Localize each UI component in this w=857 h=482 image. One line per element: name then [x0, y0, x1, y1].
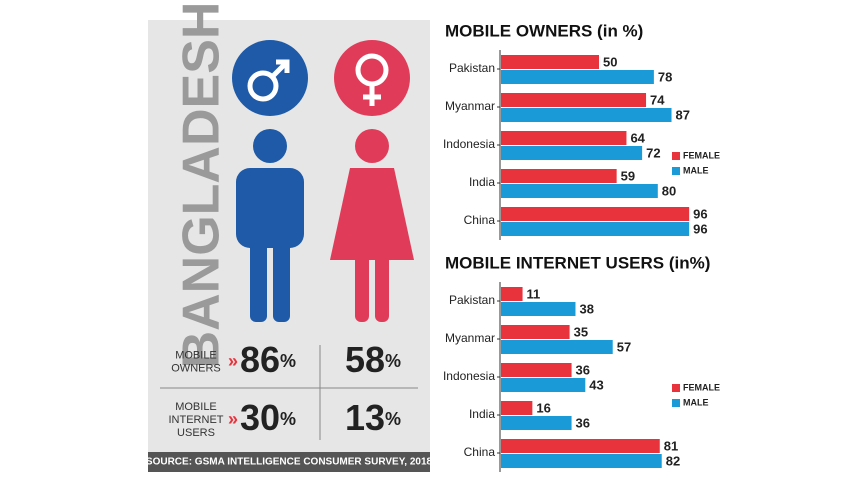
- value-label: 72: [646, 145, 660, 160]
- country: BANGLADESH: [173, 2, 231, 369]
- value-label: 80: [662, 183, 676, 198]
- stat-label: MOBILE INTERNET USERS: [169, 401, 224, 439]
- bar: [501, 378, 586, 392]
- stat-unit: %: [280, 409, 296, 429]
- female-icon: [334, 40, 410, 116]
- legend-label: MALE: [683, 397, 709, 407]
- stat-value: 58%: [345, 339, 401, 380]
- value-label: 96: [693, 206, 707, 221]
- category-label: Indonesia: [443, 369, 495, 383]
- value-label: 57: [617, 339, 631, 354]
- value-label: 36: [576, 415, 590, 430]
- value-label: 82: [666, 453, 680, 468]
- value-label: 16: [536, 400, 550, 415]
- bar: [501, 363, 572, 377]
- bar: [501, 184, 658, 198]
- value-label: 43: [589, 377, 603, 392]
- female-figure: [330, 129, 414, 322]
- stat-value: 30%: [240, 397, 296, 438]
- value-label: 78: [658, 69, 672, 84]
- stat-unit: %: [385, 351, 401, 371]
- value-label: 96: [693, 221, 707, 236]
- bar: [501, 55, 599, 69]
- chart-title: MOBILE INTERNET USERS (in%): [445, 253, 710, 272]
- category-label: Myanmar: [445, 331, 495, 345]
- bar: [501, 401, 533, 415]
- category-label: India: [469, 175, 495, 189]
- bar: [501, 287, 523, 301]
- legend-label: MALE: [683, 165, 709, 175]
- legend-swatch: [672, 167, 680, 175]
- legend-label: FEMALE: [683, 150, 720, 160]
- bar: [501, 454, 662, 468]
- category-label: Indonesia: [443, 137, 495, 151]
- category-label: Pakistan: [449, 293, 495, 307]
- source: SOURCE: GSMA INTELLIGENCE CONSUMER SURVE…: [146, 457, 433, 468]
- stat-number: 30: [240, 397, 280, 438]
- bar: [501, 70, 654, 84]
- bar: [501, 416, 572, 430]
- bar: [501, 108, 672, 122]
- category-label: India: [469, 407, 495, 421]
- bar: [501, 169, 617, 183]
- legend-label: FEMALE: [683, 382, 720, 392]
- male-symbol: [247, 59, 290, 102]
- value-label: 11: [527, 286, 541, 301]
- stat-unit: %: [385, 409, 401, 429]
- value-label: 35: [574, 324, 588, 339]
- bar: [501, 146, 643, 160]
- value-label: 81: [664, 438, 678, 453]
- bar: [501, 207, 690, 221]
- bar: [501, 340, 613, 354]
- value-label: 50: [603, 54, 617, 69]
- chart-title: MOBILE OWNERS (in %): [445, 21, 643, 40]
- bar: [501, 131, 627, 145]
- male-figure: [236, 129, 304, 322]
- stat-number: 86: [240, 339, 280, 380]
- value-label: 36: [576, 362, 590, 377]
- stat-value: 86%: [240, 339, 296, 380]
- value-label: 87: [676, 107, 690, 122]
- bar: [501, 325, 570, 339]
- bar: [501, 439, 660, 453]
- bar: [501, 302, 576, 316]
- value-label: 59: [621, 168, 635, 183]
- legend-swatch: [672, 384, 680, 392]
- category-label: Pakistan: [449, 61, 495, 75]
- legend-swatch: [672, 399, 680, 407]
- stat-number: 13: [345, 397, 385, 438]
- value-label: 64: [630, 130, 645, 145]
- stat-value: 13%: [345, 397, 401, 438]
- category-label: China: [464, 213, 496, 227]
- category-label: China: [464, 445, 496, 459]
- stat-number: 58: [345, 339, 385, 380]
- chevron: »: [228, 351, 238, 371]
- value-label: 38: [579, 301, 593, 316]
- stat-label: MOBILE OWNERS: [171, 349, 221, 374]
- stat-unit: %: [280, 351, 296, 371]
- legend-swatch: [672, 152, 680, 160]
- category-label: Myanmar: [445, 99, 495, 113]
- bar: [501, 222, 690, 236]
- source-bar: [148, 452, 430, 472]
- value-label: 74: [650, 92, 665, 107]
- female-symbol: [355, 53, 389, 106]
- chevron: »: [228, 409, 238, 429]
- bar: [501, 93, 647, 107]
